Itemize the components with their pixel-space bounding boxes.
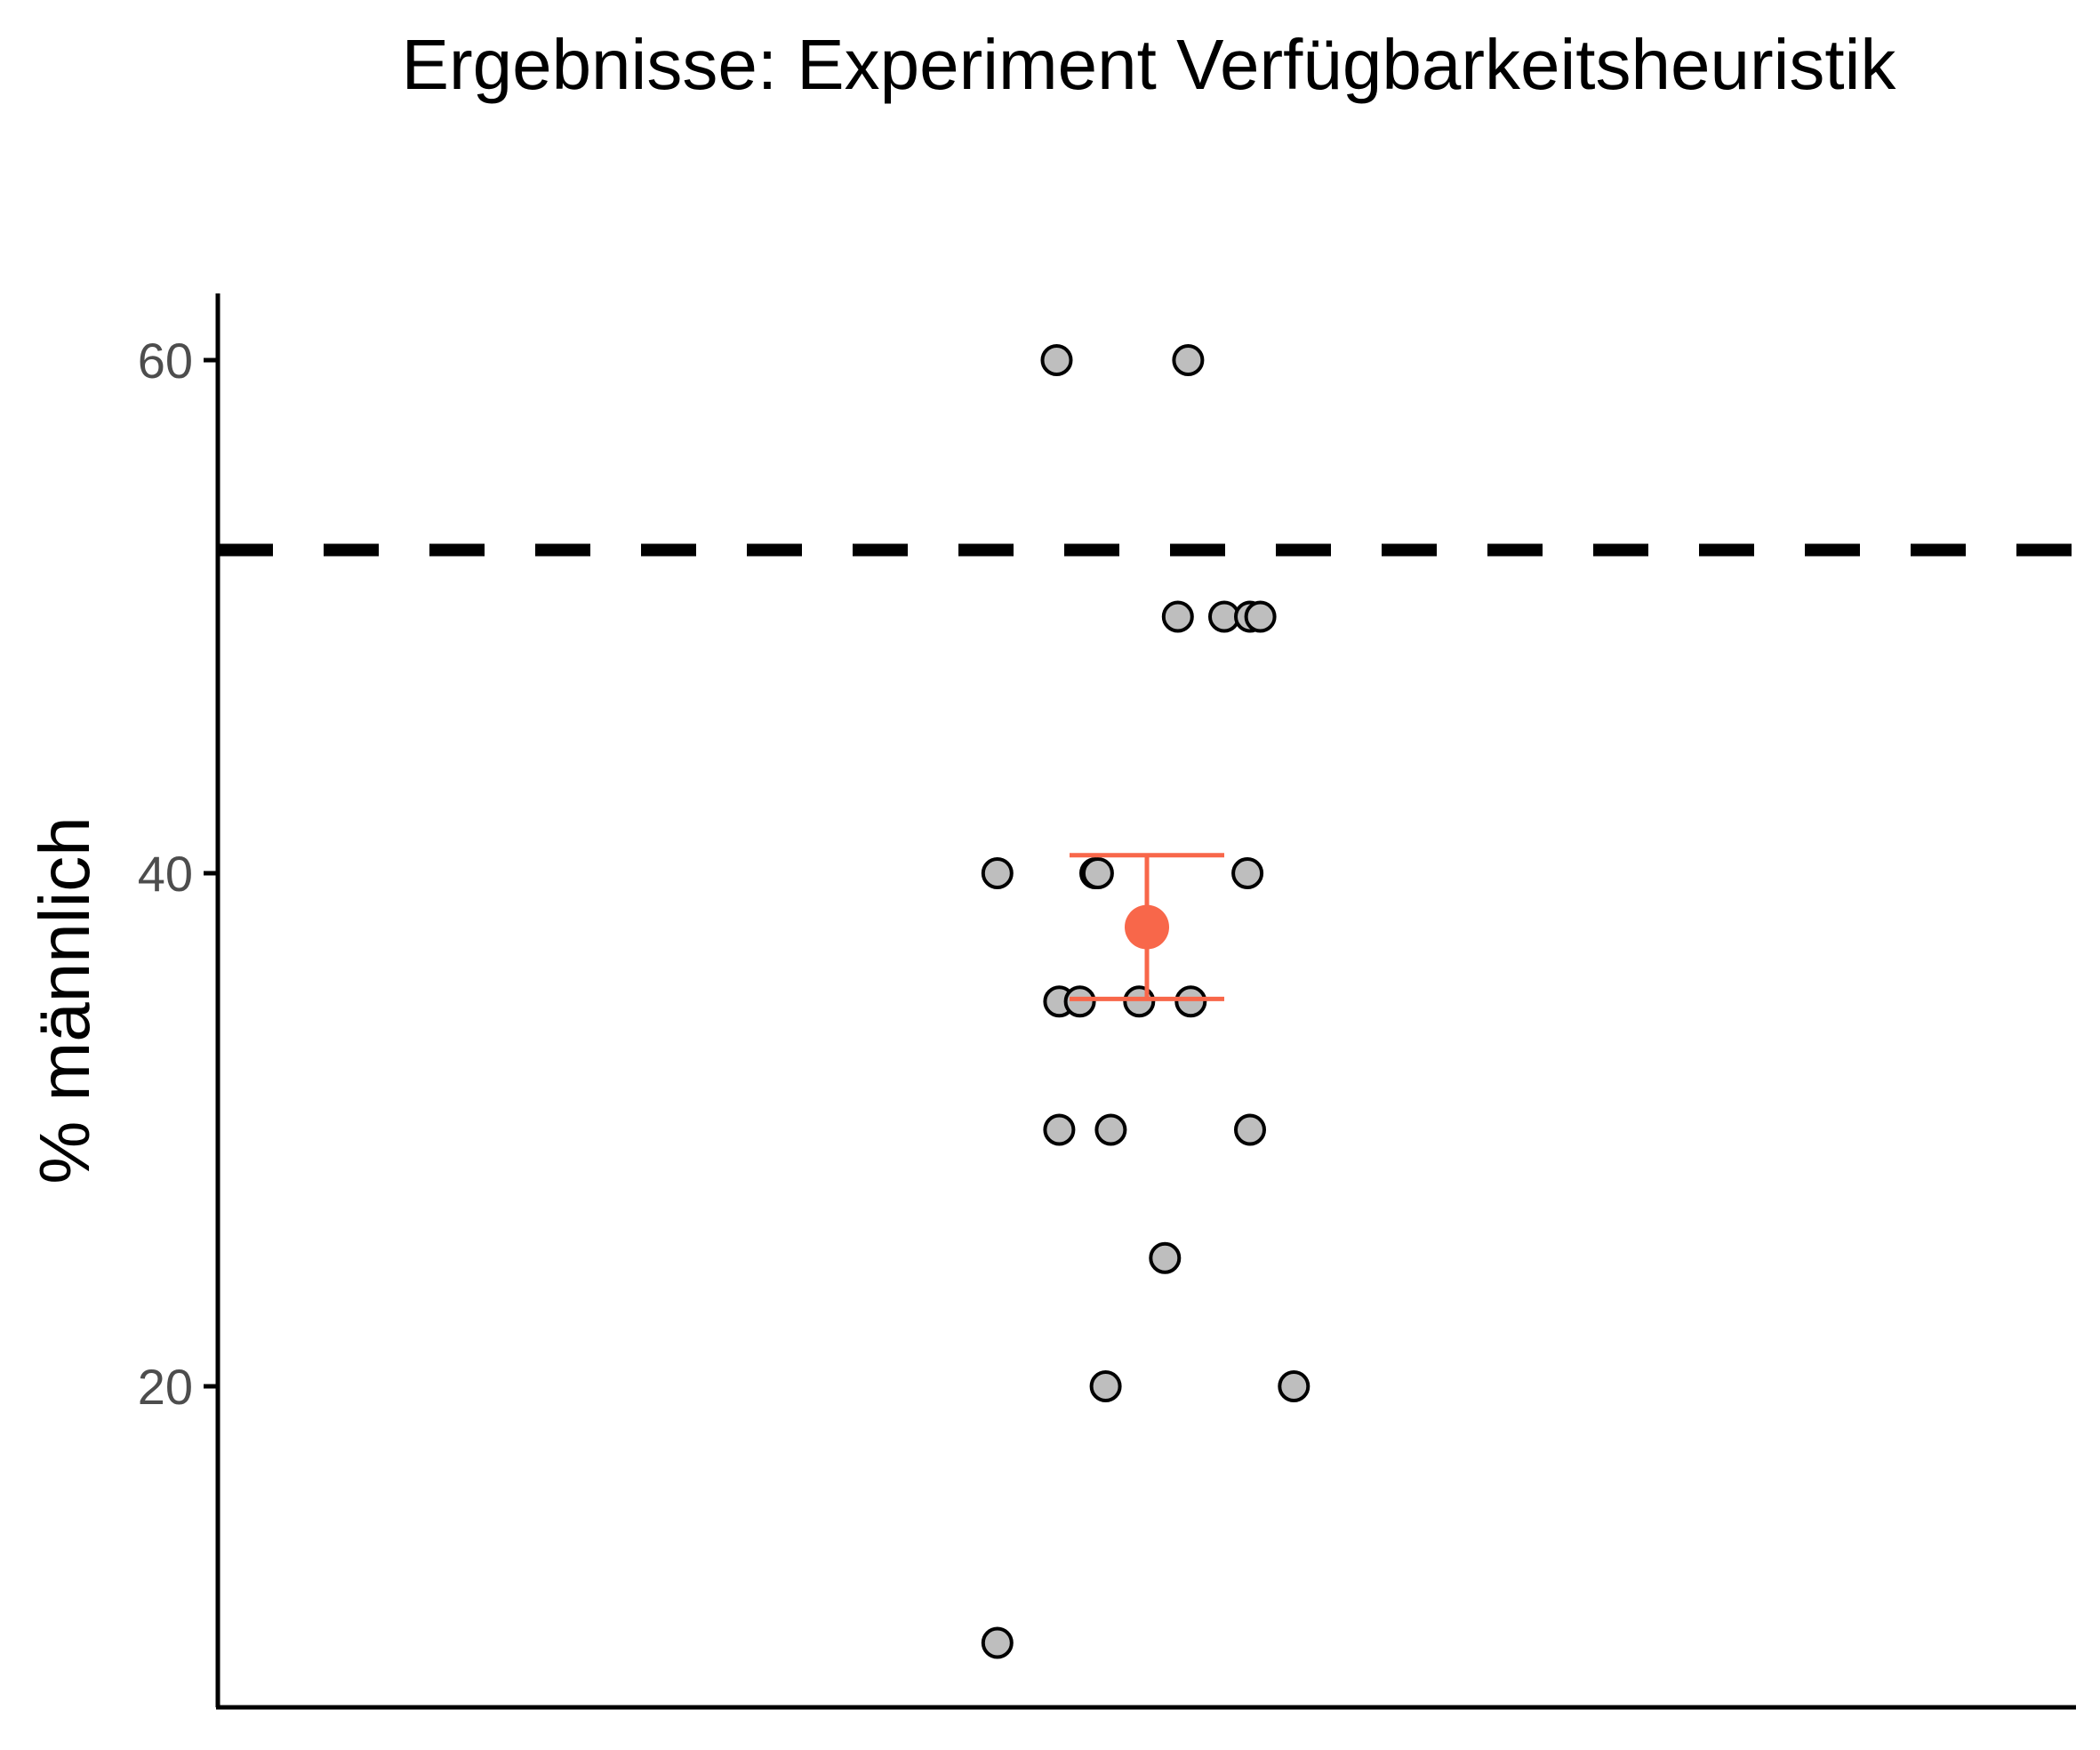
data-point — [1149, 1241, 1182, 1274]
data-point — [1231, 857, 1264, 889]
data-point — [981, 1626, 1014, 1659]
y-tick-label: 60 — [138, 333, 193, 389]
y-axis-label: % männlich — [25, 816, 104, 1184]
data-point — [1081, 857, 1114, 889]
chart-title: Ergebnisse: Experiment Verfügbarkeitsheu… — [402, 25, 1897, 104]
y-tick-label: 40 — [138, 846, 193, 902]
data-point — [1043, 1113, 1076, 1146]
data-point — [1172, 344, 1205, 376]
data-point — [1244, 600, 1277, 633]
data-point — [1234, 1113, 1266, 1146]
data-point — [1089, 1370, 1122, 1402]
data-point — [1174, 985, 1207, 1018]
data-point — [1040, 344, 1073, 376]
data-point — [1161, 600, 1194, 633]
data-point — [1063, 985, 1096, 1018]
plot-area: 20 40 60 — [138, 293, 2076, 1710]
mean-point — [1125, 904, 1169, 950]
y-tick-label: 20 — [138, 1359, 193, 1415]
data-point — [1278, 1370, 1310, 1402]
data-point — [981, 857, 1014, 889]
data-point — [1094, 1113, 1127, 1146]
